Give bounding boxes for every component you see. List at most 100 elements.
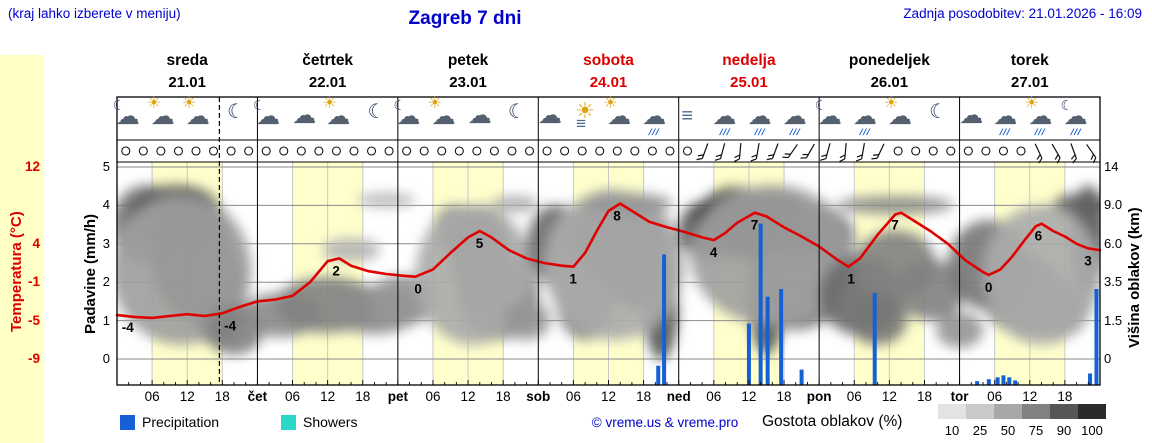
temperature-curve: [115, 202, 1102, 320]
wind-calm-icon: [244, 146, 254, 156]
precip-bar: [746, 323, 751, 385]
precipitation-legend-label: Precipitation: [142, 414, 220, 430]
wind-calm-icon: [981, 146, 991, 156]
temperature-value-label: 0: [985, 280, 993, 295]
cloud-blob: [117, 195, 252, 345]
wind-calm-icon: [296, 146, 306, 156]
wind-barb-icon: [855, 143, 866, 162]
cloud-blob: [321, 238, 381, 262]
wind-calm-icon: [893, 146, 903, 156]
wind-barb-icon: [733, 142, 742, 163]
density-scale-value: 75: [1028, 423, 1044, 438]
wind-calm-icon: [998, 146, 1009, 156]
density-scale-value: 10: [944, 423, 960, 438]
cloud-blob: [415, 205, 533, 345]
temperature-axis-label: Temperatura (°C): [8, 211, 25, 332]
wind-calm-icon: [507, 146, 517, 156]
temperature-value-label: 0: [414, 282, 422, 297]
cloud-blob: [982, 205, 1100, 345]
cloud-density-field: [117, 185, 1100, 360]
precip-bar: [1001, 375, 1006, 385]
temperature-value-label: 4: [710, 245, 718, 260]
density-scale-box: [1078, 404, 1106, 419]
density-scale-value: 25: [972, 423, 988, 438]
wind-calm-icon: [156, 146, 166, 156]
cloud-blob: [895, 260, 966, 320]
wind-calm-icon: [472, 146, 482, 156]
cloud-blob: [491, 196, 539, 212]
wind-barb-icon: [1070, 143, 1077, 164]
wind-barb-icon: [766, 143, 779, 161]
menu-hint: (kraj lahko izberete v meniju): [8, 6, 181, 21]
precip-bar: [656, 365, 661, 385]
wind-barb-icon: [820, 143, 831, 161]
wind-calm-icon: [173, 146, 183, 156]
precip-bar: [995, 377, 1000, 385]
density-scale-box: [994, 404, 1022, 419]
precip-bar: [1088, 373, 1093, 385]
wind-barb-icon: [750, 143, 760, 162]
temperature-value-label: -4: [122, 320, 134, 335]
wind-calm-icon: [647, 146, 657, 156]
wind-calm-icon: [191, 146, 201, 156]
precip-bar: [779, 289, 784, 385]
density-scale-value: 100: [1081, 423, 1103, 438]
wind-calm-icon: [595, 146, 605, 156]
wind-calm-icon: [963, 146, 973, 156]
precip-bar: [1013, 380, 1018, 385]
wind-calm-icon: [402, 146, 412, 156]
wind-calm-icon: [577, 146, 587, 156]
wind-calm-icon: [928, 146, 938, 156]
wind-calm-icon: [226, 146, 236, 156]
last-update-text: Zadnja posodobitev: 21.01.2026 - 16:09: [903, 6, 1142, 21]
wind-calm-icon: [314, 146, 324, 156]
temperature-value-label: 7: [891, 218, 899, 233]
wind-calm-icon: [419, 146, 429, 156]
cloud-density-legend-label: Gostota oblakov (%): [762, 413, 903, 430]
wind-calm-icon: [630, 146, 640, 156]
density-scale-box: [1050, 404, 1078, 419]
wind-calm-icon: [489, 146, 499, 156]
temperature-value-label: 1: [569, 272, 577, 287]
density-scale-box: [966, 404, 994, 419]
cloud-blob: [690, 185, 855, 325]
precip-bar: [662, 254, 667, 385]
cloud-blob: [544, 190, 685, 340]
cloud-blob: [356, 193, 416, 207]
page-title: Zagreb 7 dni: [408, 8, 522, 29]
wind-barb-icon: [871, 143, 885, 160]
density-scale-value: 90: [1056, 423, 1072, 438]
wind-calm-icon: [911, 146, 921, 156]
temperature-value-label: 2: [332, 263, 340, 278]
temperature-value-label: 1: [847, 272, 855, 287]
wind-calm-icon: [946, 146, 956, 156]
wind-calm-icon: [1016, 146, 1026, 156]
cloud-blob: [503, 300, 550, 340]
showers-swatch: [281, 415, 296, 430]
precip-bar: [799, 369, 804, 385]
wind-calm-icon: [665, 146, 675, 156]
precip-bar: [1007, 377, 1012, 385]
cloud-height-axis-label: Višina oblakov (km): [1126, 207, 1143, 348]
precip-bar: [765, 296, 770, 385]
precip-bar: [975, 381, 980, 385]
wind-calm-icon: [349, 146, 359, 156]
wind-calm-icon: [524, 146, 535, 156]
density-scale-box: [938, 404, 966, 419]
density-scale-box: [1022, 404, 1050, 419]
wind-calm-icon: [384, 146, 394, 156]
copyright-link[interactable]: © vreme.us & vreme.pro: [591, 415, 739, 430]
precip-bar: [758, 223, 763, 385]
wind-calm-icon: [454, 146, 464, 156]
cloud-blob: [579, 193, 673, 213]
wind-calm-icon: [208, 146, 219, 156]
precip-bar: [872, 292, 877, 385]
temperature-value-label: 8: [613, 209, 621, 224]
precip-bar: [1094, 289, 1099, 385]
wind-calm-icon: [682, 146, 693, 156]
wind-barb-icon: [800, 143, 815, 159]
wind-barb-icon: [1034, 143, 1043, 164]
wind-barb-icon: [696, 143, 709, 161]
temperature-value-label: 7: [751, 218, 759, 233]
